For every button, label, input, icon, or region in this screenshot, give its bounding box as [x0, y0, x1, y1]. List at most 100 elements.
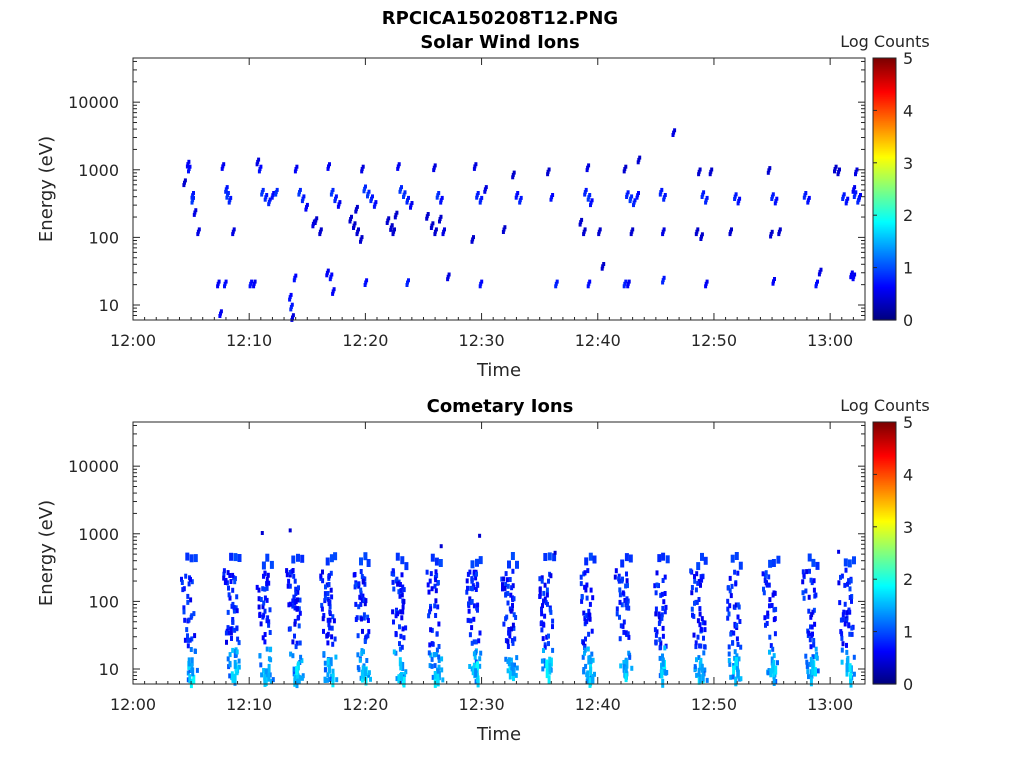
heatmap-cell	[433, 583, 437, 589]
heatmap-cell	[187, 617, 191, 623]
colorbar-swatch	[873, 262, 896, 265]
heatmap-cell	[660, 669, 664, 679]
heatmap-cell	[837, 580, 841, 586]
heatmap-cell	[548, 656, 552, 666]
heatmap-cell	[428, 578, 432, 584]
heatmap-cell	[660, 664, 664, 674]
heatmap-cell	[622, 663, 626, 673]
heatmap-cell	[838, 600, 842, 606]
heatmap-cell	[589, 587, 593, 593]
heatmap-cell	[192, 611, 196, 617]
heatmap-cell	[547, 552, 552, 561]
colorbar-swatch	[873, 126, 896, 129]
heatmap-cell	[441, 232, 445, 237]
heatmap-cell	[771, 663, 775, 673]
heatmap-cell	[298, 190, 301, 195]
heatmap-cell	[737, 656, 741, 662]
colorbar-swatch	[873, 276, 896, 279]
heatmap-cell	[659, 640, 663, 646]
colorbar-swatch	[873, 296, 896, 299]
colorbar-swatch	[873, 432, 896, 435]
colorbar-swatch	[873, 582, 896, 585]
heatmap-cell	[311, 224, 315, 229]
colorbar-swatch	[873, 630, 896, 633]
heatmap-cell	[632, 203, 635, 208]
heatmap-cell	[436, 580, 440, 585]
heatmap-cell	[849, 678, 853, 688]
colorbar-swatch	[873, 314, 896, 317]
colorbar-swatch	[873, 284, 896, 287]
heatmap-cell	[801, 569, 805, 575]
heatmap-cell	[763, 615, 767, 621]
colorbar-swatch	[873, 116, 896, 119]
heatmap-cell	[188, 667, 192, 673]
heatmap-cell	[694, 587, 698, 593]
heatmap-cell	[657, 621, 661, 626]
heatmap-cell	[817, 272, 821, 277]
heatmap-cell	[298, 640, 302, 646]
heatmap-cell	[330, 190, 334, 195]
heatmap-cell	[329, 554, 334, 563]
heatmap-cell	[299, 654, 303, 660]
heatmap-cell	[840, 573, 844, 579]
heatmap-cell	[625, 605, 629, 611]
heatmap-cell	[287, 578, 291, 584]
colorbar-swatch	[873, 110, 896, 113]
heatmap-cell	[363, 581, 367, 587]
heatmap-cell	[509, 592, 513, 598]
colorbar-swatch	[873, 254, 896, 257]
heatmap-cell	[263, 595, 267, 601]
heatmap-cell	[182, 605, 186, 611]
colorbar-swatch	[873, 594, 896, 597]
heatmap-cell	[325, 557, 330, 566]
heatmap-cell	[807, 594, 811, 600]
heatmap-cell	[624, 279, 628, 284]
heatmap-cell	[852, 187, 856, 192]
heatmap-cell	[811, 558, 816, 567]
heatmap-cell	[810, 612, 814, 618]
heatmap-cell	[478, 556, 483, 565]
heatmap-cell	[585, 168, 589, 173]
heatmap-cell	[545, 592, 549, 598]
heatmap-cell	[472, 616, 476, 622]
heatmap-cell	[622, 284, 626, 289]
heatmap-cell	[542, 648, 545, 653]
heatmap-cell	[771, 646, 775, 652]
colorbar-swatch	[873, 196, 896, 199]
heatmap-cell	[225, 639, 228, 645]
colorbar-swatch	[873, 226, 896, 229]
heatmap-cell	[182, 609, 186, 615]
heatmap-cell	[624, 583, 628, 589]
heatmap-cell	[432, 652, 436, 657]
heatmap-cell	[777, 232, 781, 237]
heatmap-cell	[765, 621, 769, 626]
heatmap-cell	[625, 578, 629, 584]
heatmap-cell	[733, 197, 737, 201]
colorbar-swatch	[873, 120, 896, 123]
heatmap-cell	[325, 273, 329, 278]
heatmap-cell	[774, 665, 778, 675]
heatmap-cell	[582, 232, 586, 237]
heatmap-cell	[261, 187, 265, 192]
heatmap-cell	[843, 621, 847, 627]
heatmap-cell	[274, 190, 278, 195]
colorbar-swatch	[873, 548, 896, 551]
heatmap-cell	[850, 631, 854, 637]
heatmap-cell	[847, 622, 851, 628]
colorbar-swatch	[873, 242, 896, 245]
heatmap-cell	[848, 586, 852, 592]
colorbar-swatch	[873, 66, 896, 69]
heatmap-cell	[770, 197, 774, 201]
heatmap-cell	[515, 560, 519, 569]
heatmap-cell	[185, 164, 189, 169]
heatmap-cell	[363, 552, 368, 561]
heatmap-cell	[803, 193, 807, 198]
heatmap-cell	[222, 575, 226, 581]
colorbar-swatch	[873, 312, 896, 315]
heatmap-cell	[542, 658, 546, 664]
colorbar-swatch	[873, 172, 896, 175]
heatmap-cell	[255, 584, 259, 590]
heatmap-cell	[845, 649, 849, 655]
heatmap-cell	[841, 617, 845, 623]
heatmap-cell	[701, 672, 705, 682]
